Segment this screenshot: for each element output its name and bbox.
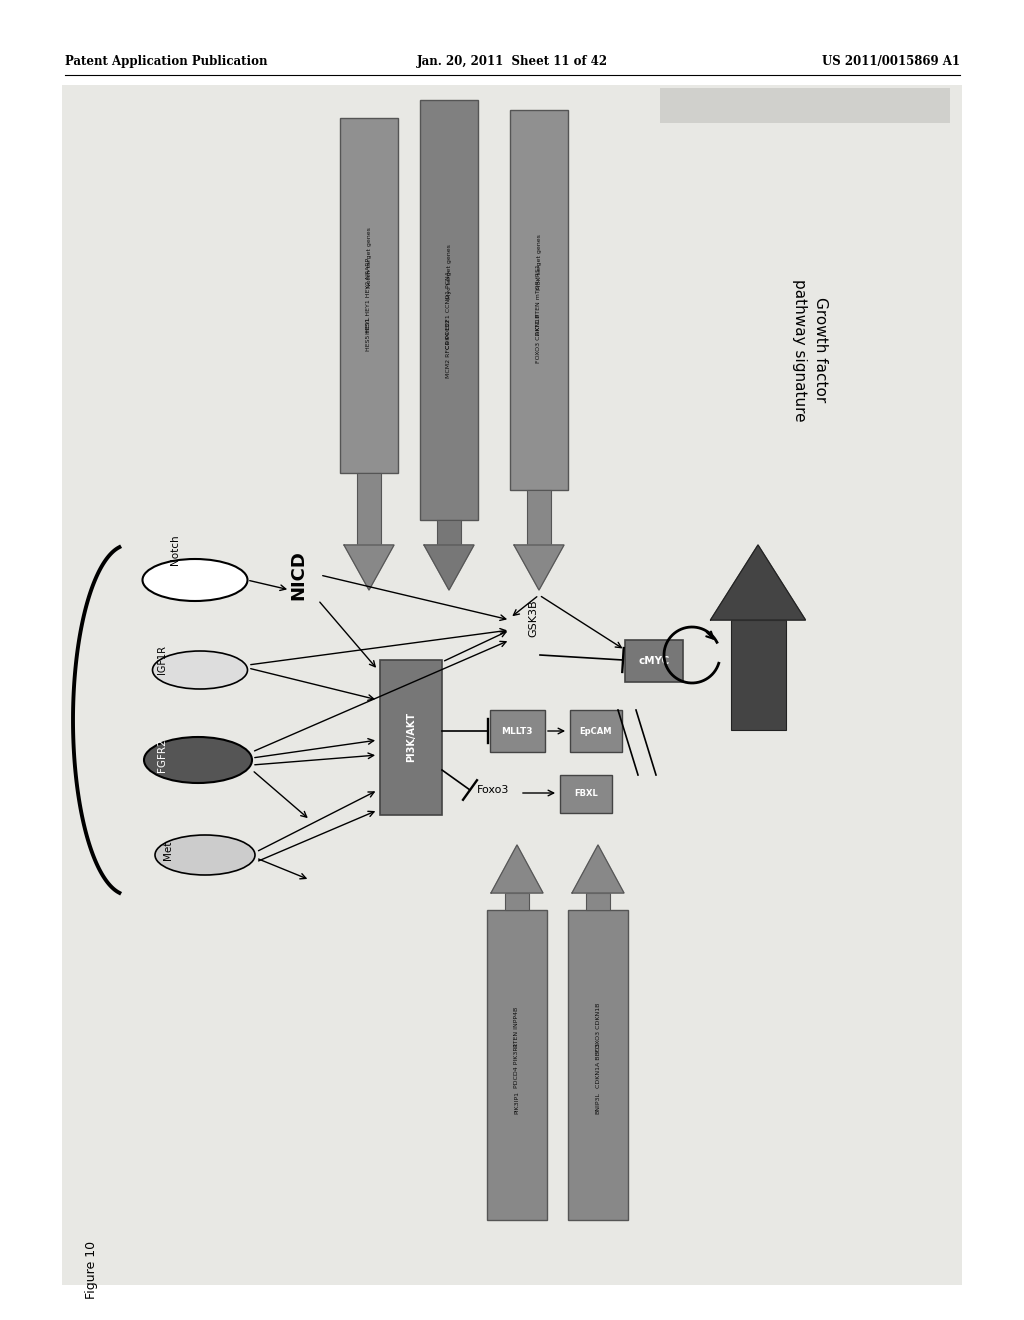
Text: PTEN INPP4B: PTEN INPP4B <box>514 1007 519 1047</box>
Text: FBXL: FBXL <box>574 789 598 799</box>
Ellipse shape <box>155 836 255 875</box>
Text: Growth factor
pathway signature: Growth factor pathway signature <box>792 279 828 421</box>
Bar <box>420 100 478 520</box>
Text: BNIP3L: BNIP3L <box>596 1092 600 1114</box>
Text: Patent Application Publication: Patent Application Publication <box>65 55 267 69</box>
Ellipse shape <box>142 558 248 601</box>
Text: Figure 10: Figure 10 <box>85 1241 98 1299</box>
Text: Jan. 20, 2011  Sheet 11 of 42: Jan. 20, 2011 Sheet 11 of 42 <box>417 55 607 69</box>
Text: CDKN1A BBC3: CDKN1A BBC3 <box>596 1043 600 1088</box>
Polygon shape <box>572 845 624 894</box>
Text: Met: Met <box>163 841 173 859</box>
Text: AKT1 PTEN mTOR IRS1: AKT1 PTEN mTOR IRS1 <box>537 264 542 335</box>
Bar <box>487 909 547 1220</box>
Bar <box>510 110 568 490</box>
Text: Notch: Notch <box>170 535 180 565</box>
Text: NICD: NICD <box>289 550 307 599</box>
Text: Foxo3: Foxo3 <box>477 785 509 795</box>
Text: GSK3B: GSK3B <box>528 599 538 636</box>
Bar <box>527 490 551 545</box>
Text: PIK3IP1: PIK3IP1 <box>514 1092 519 1114</box>
Text: FOXO3 CDKN1B: FOXO3 CDKN1B <box>537 313 542 363</box>
Text: EpCAM: EpCAM <box>580 726 612 735</box>
Text: Notch target genes: Notch target genes <box>367 227 372 288</box>
Ellipse shape <box>153 651 248 689</box>
Bar <box>62 84 962 1284</box>
Polygon shape <box>490 845 543 894</box>
Text: FOXO3 CDKN1B: FOXO3 CDKN1B <box>596 1002 600 1052</box>
Polygon shape <box>344 545 394 590</box>
Text: HES5 HEYL: HES5 HEYL <box>367 317 372 351</box>
Text: IGF1R: IGF1R <box>157 645 167 675</box>
Bar <box>437 520 461 545</box>
Bar <box>490 710 545 752</box>
Polygon shape <box>711 545 806 620</box>
Bar <box>625 640 683 682</box>
Text: PI3K target genes: PI3K target genes <box>537 234 542 290</box>
Bar <box>730 620 785 730</box>
Bar <box>380 660 442 814</box>
Text: FGFR2: FGFR2 <box>157 738 167 772</box>
Bar <box>505 894 529 909</box>
Text: US 2011/0015869 A1: US 2011/0015869 A1 <box>822 55 961 69</box>
Text: PDCD4 PIK3R1: PDCD4 PIK3R1 <box>514 1043 519 1088</box>
Bar <box>660 88 950 123</box>
Ellipse shape <box>144 737 252 783</box>
Text: MCM2 RFC4 POLE2: MCM2 RFC4 POLE2 <box>446 318 452 378</box>
Text: CDK4 E2F1 CCND1 PCNA: CDK4 E2F1 CCND1 PCNA <box>446 271 452 348</box>
Text: Myc target genes: Myc target genes <box>446 244 452 300</box>
Bar <box>586 894 610 909</box>
Text: cMYC: cMYC <box>638 656 670 667</box>
Text: PI3K/AKT: PI3K/AKT <box>406 711 416 762</box>
Bar <box>340 117 398 473</box>
Polygon shape <box>424 545 474 590</box>
Bar <box>357 473 381 545</box>
Text: MLLT3: MLLT3 <box>502 726 532 735</box>
Bar <box>568 909 628 1220</box>
Bar <box>570 710 622 752</box>
Polygon shape <box>514 545 564 590</box>
Bar <box>560 775 612 813</box>
Text: HES1 HEY1 HEY2 NRARP: HES1 HEY1 HEY2 NRARP <box>367 257 372 334</box>
